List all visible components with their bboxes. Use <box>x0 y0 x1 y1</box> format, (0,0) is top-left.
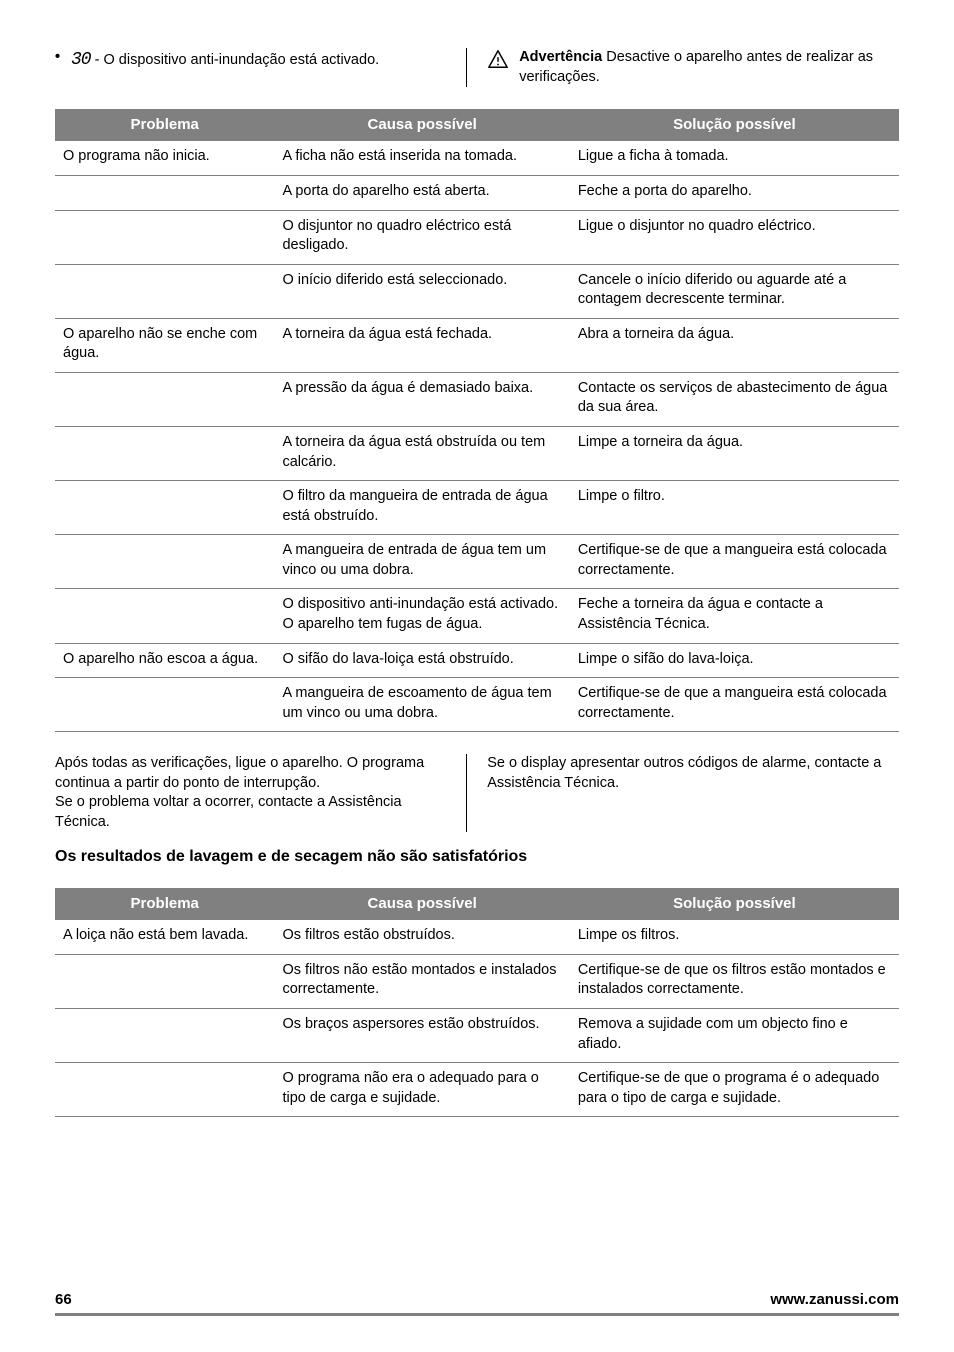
table-row: O programa não inicia.A ficha não está i… <box>55 141 899 175</box>
table-cell: O programa não inicia. <box>55 141 274 175</box>
table-cell: Limpe o filtro. <box>570 481 899 535</box>
col-header: Problema <box>55 109 274 141</box>
bullet-content: 30 - O dispositivo anti-inundação está a… <box>71 48 379 72</box>
page-number: 66 <box>55 1290 72 1310</box>
table-cell: Os filtros estão obstruídos. <box>274 920 569 954</box>
table-cell: Ligue a ficha à tomada. <box>570 141 899 175</box>
table-row: Os filtros não estão montados e instalad… <box>55 954 899 1008</box>
table-row: O disjuntor no quadro eléctrico está des… <box>55 210 899 264</box>
troubleshooting-table-1: Problema Causa possível Solução possível… <box>55 109 899 732</box>
table-cell: Os braços aspersores estão obstruídos. <box>274 1008 569 1062</box>
table-cell: Os filtros não estão montados e instalad… <box>274 954 569 1008</box>
table-row: A mangueira de escoamento de água tem um… <box>55 678 899 732</box>
table-cell: Certifique-se de que a mangueira está co… <box>570 535 899 589</box>
paragraph: Se o problema voltar a ocorrer, contacte… <box>55 793 450 832</box>
table-cell: Feche a torneira da água e contacte a As… <box>570 589 899 643</box>
table-cell <box>55 954 274 1008</box>
table-row: Os braços aspersores estão obstruídos.Re… <box>55 1008 899 1062</box>
warning-text-block: Advertência Desactive o aparelho antes d… <box>519 48 899 87</box>
paragraph: Se o display apresentar outros códigos d… <box>487 754 899 793</box>
table-cell: Abra a torneira da água. <box>570 318 899 372</box>
table-cell <box>55 175 274 210</box>
troubleshooting-table-2: Problema Causa possível Solução possível… <box>55 888 899 1117</box>
table-cell: O disjuntor no quadro eléctrico está des… <box>274 210 569 264</box>
table-cell <box>55 589 274 643</box>
table-cell: Contacte os serviços de abastecimento de… <box>570 372 899 426</box>
table-cell: Certifique-se de que o programa é o adeq… <box>570 1063 899 1117</box>
top-left-column: • 30 - O dispositivo anti-inundação está… <box>55 48 467 87</box>
table-row: A torneira da água está obstruída ou tem… <box>55 427 899 481</box>
table-cell: A torneira da água está obstruída ou tem… <box>274 427 569 481</box>
table-row: O programa não era o adequado para o tip… <box>55 1063 899 1117</box>
table-cell: A mangueira de escoamento de água tem um… <box>274 678 569 732</box>
col-header: Causa possível <box>274 109 569 141</box>
paragraph: Após todas as verificações, ligue o apar… <box>55 754 450 793</box>
table-cell: A torneira da água está fechada. <box>274 318 569 372</box>
table-row: A loiça não está bem lavada.Os filtros e… <box>55 920 899 954</box>
table-cell: Ligue o disjuntor no quadro eléctrico. <box>570 210 899 264</box>
top-two-column: • 30 - O dispositivo anti-inundação está… <box>55 48 899 87</box>
mid-right-column: Se o display apresentar outros códigos d… <box>487 754 899 832</box>
table-cell <box>55 1063 274 1117</box>
table-cell: A pressão da água é demasiado baixa. <box>274 372 569 426</box>
table-cell <box>55 481 274 535</box>
section-heading: Os resultados de lavagem e de secagem nã… <box>55 846 899 868</box>
top-right-column: Advertência Desactive o aparelho antes d… <box>487 48 899 87</box>
mid-left-column: Após todas as verificações, ligue o apar… <box>55 754 467 832</box>
col-header: Solução possível <box>570 109 899 141</box>
col-header: Problema <box>55 888 274 920</box>
bullet-text: - O dispositivo anti-inundação está acti… <box>91 52 380 68</box>
table-row: O aparelho não se enche com água.A torne… <box>55 318 899 372</box>
table-cell: O aparelho não escoa a água. <box>55 643 274 678</box>
table-cell: Limpe o sifão do lava-loiça. <box>570 643 899 678</box>
table-cell: A loiça não está bem lavada. <box>55 920 274 954</box>
col-header: Causa possível <box>274 888 569 920</box>
footer-url: www.zanussi.com <box>770 1290 899 1310</box>
table-cell: Certifique-se de que a mangueira está co… <box>570 678 899 732</box>
table-cell: Limpe os filtros. <box>570 920 899 954</box>
table-cell: O dispositivo anti-inundação está activa… <box>274 589 569 643</box>
table-row: O dispositivo anti-inundação está activa… <box>55 589 899 643</box>
table-cell <box>55 210 274 264</box>
col-header: Solução possível <box>570 888 899 920</box>
table-cell: A ficha não está inserida na tomada. <box>274 141 569 175</box>
table-row: O aparelho não escoa a água.O sifão do l… <box>55 643 899 678</box>
table-header-row: Problema Causa possível Solução possível <box>55 888 899 920</box>
mid-two-column: Após todas as verificações, ligue o apar… <box>55 754 899 832</box>
bullet-item: • 30 - O dispositivo anti-inundação está… <box>55 48 450 72</box>
table-cell <box>55 535 274 589</box>
table-row: A pressão da água é demasiado baixa.Cont… <box>55 372 899 426</box>
table-row: A porta do aparelho está aberta.Feche a … <box>55 175 899 210</box>
table-cell: Certifique-se de que os filtros estão mo… <box>570 954 899 1008</box>
table-cell <box>55 678 274 732</box>
warning-triangle-icon <box>487 48 509 70</box>
bullet-marker: • <box>55 48 63 72</box>
table-cell: Limpe a torneira da água. <box>570 427 899 481</box>
page-footer: 66 www.zanussi.com <box>55 1290 899 1316</box>
table-cell <box>55 372 274 426</box>
table-cell <box>55 1008 274 1062</box>
table-cell: O aparelho não se enche com água. <box>55 318 274 372</box>
table-cell: A mangueira de entrada de água tem um vi… <box>274 535 569 589</box>
table-cell: O filtro da mangueira de entrada de água… <box>274 481 569 535</box>
table-row: A mangueira de entrada de água tem um vi… <box>55 535 899 589</box>
warning-bold: Advertência <box>519 49 602 65</box>
table-cell: Remova a sujidade com um objecto fino e … <box>570 1008 899 1062</box>
table-cell: A porta do aparelho está aberta. <box>274 175 569 210</box>
table-header-row: Problema Causa possível Solução possível <box>55 109 899 141</box>
table-cell: O programa não era o adequado para o tip… <box>274 1063 569 1117</box>
table-row: O início diferido está seleccionado.Canc… <box>55 264 899 318</box>
digital-code-icon: 30 <box>71 48 91 72</box>
table-cell: Feche a porta do aparelho. <box>570 175 899 210</box>
table-cell <box>55 427 274 481</box>
table-cell <box>55 264 274 318</box>
table-cell: O início diferido está seleccionado. <box>274 264 569 318</box>
table-cell: O sifão do lava-loiça está obstruído. <box>274 643 569 678</box>
table-cell: Cancele o início diferido ou aguarde até… <box>570 264 899 318</box>
table-row: O filtro da mangueira de entrada de água… <box>55 481 899 535</box>
